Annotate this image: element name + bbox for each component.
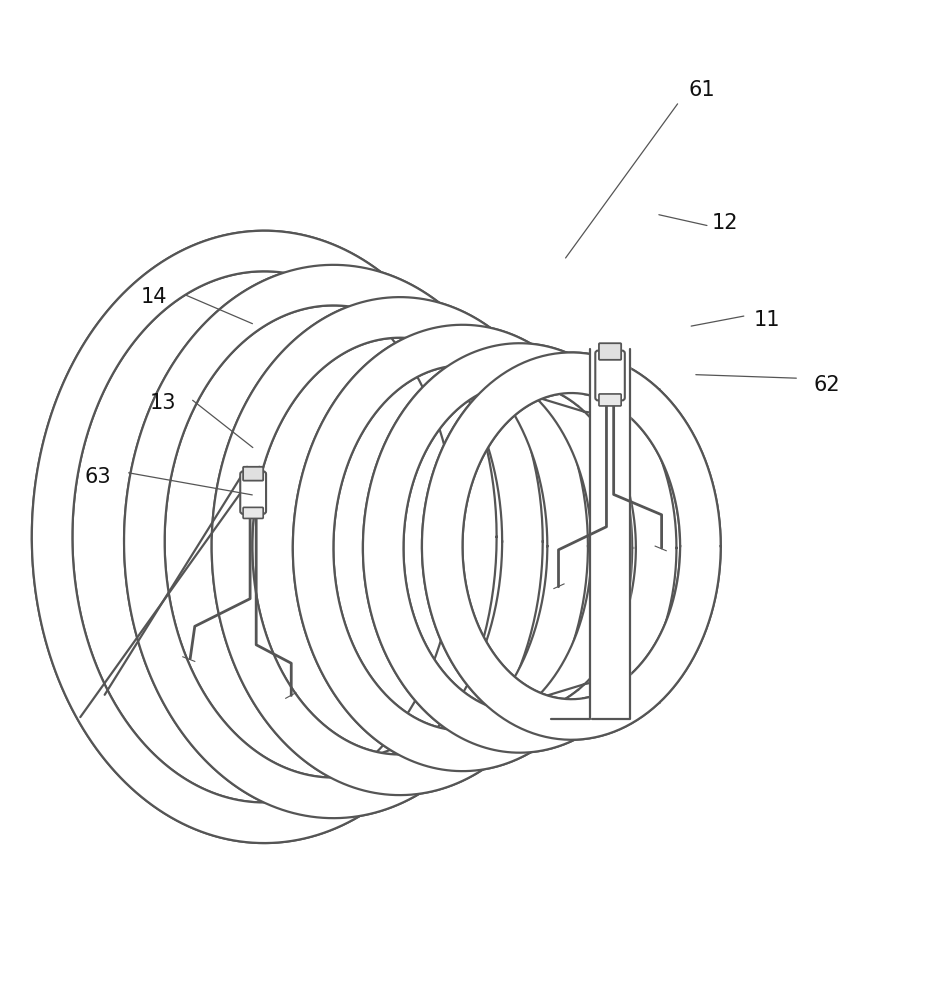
Text: 62: 62 [813, 375, 840, 395]
Polygon shape [535, 684, 612, 729]
Text: 13: 13 [150, 393, 176, 413]
Polygon shape [124, 265, 543, 818]
FancyBboxPatch shape [240, 471, 266, 514]
Polygon shape [124, 265, 438, 818]
Polygon shape [482, 699, 562, 748]
Polygon shape [212, 297, 588, 795]
FancyBboxPatch shape [596, 351, 624, 400]
Polygon shape [372, 288, 456, 346]
Polygon shape [372, 737, 456, 786]
Polygon shape [212, 297, 494, 795]
Polygon shape [428, 317, 510, 373]
Text: 61: 61 [689, 80, 716, 100]
Polygon shape [363, 343, 676, 753]
Text: 12: 12 [712, 213, 738, 233]
Polygon shape [293, 325, 548, 771]
Polygon shape [482, 344, 562, 396]
FancyBboxPatch shape [243, 467, 264, 481]
Text: 11: 11 [754, 310, 780, 330]
Text: 63: 63 [85, 467, 112, 487]
Polygon shape [422, 352, 721, 740]
FancyBboxPatch shape [599, 343, 622, 360]
Polygon shape [31, 231, 497, 843]
Polygon shape [422, 352, 721, 740]
Text: 14: 14 [141, 287, 166, 307]
Polygon shape [363, 343, 598, 753]
Polygon shape [428, 719, 510, 766]
Polygon shape [584, 673, 660, 714]
Polygon shape [551, 353, 630, 719]
Polygon shape [535, 367, 612, 412]
Polygon shape [31, 231, 380, 843]
FancyBboxPatch shape [599, 394, 622, 406]
Polygon shape [584, 382, 660, 419]
Polygon shape [293, 325, 632, 771]
FancyBboxPatch shape [243, 507, 264, 518]
